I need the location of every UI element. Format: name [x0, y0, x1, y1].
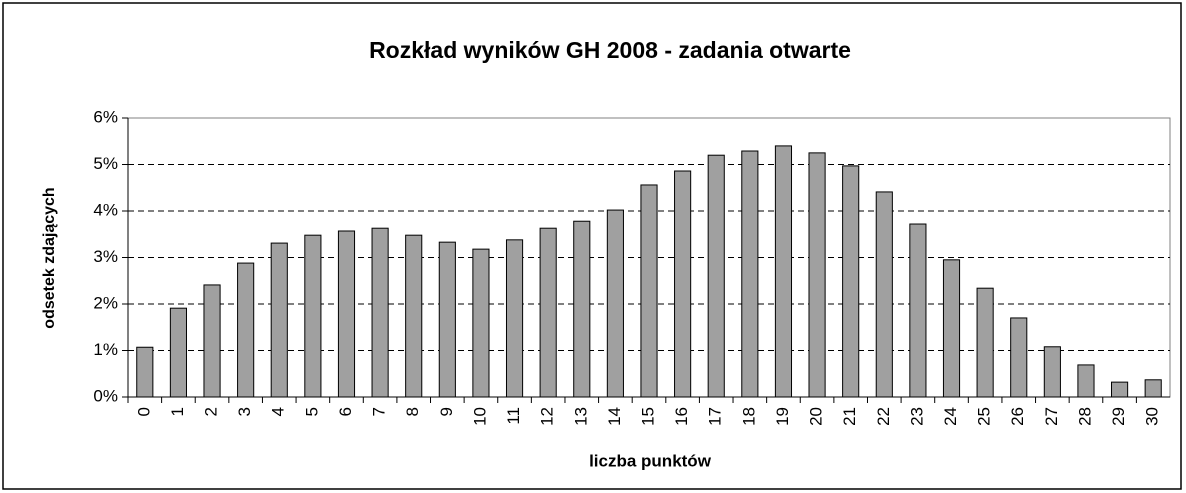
bar — [842, 165, 860, 398]
y-tick-label: 0% — [93, 386, 118, 405]
bar — [976, 287, 994, 398]
y-tick-label: 3% — [93, 247, 118, 266]
x-tick-label: 29 — [1109, 407, 1128, 426]
bar — [169, 307, 187, 398]
y-tick-label: 4% — [93, 200, 118, 219]
bar — [136, 346, 154, 398]
x-tick-label: 17 — [706, 407, 725, 426]
bar — [1010, 317, 1028, 398]
bar — [405, 234, 423, 398]
x-tick-label: 5 — [302, 407, 321, 416]
x-tick-label: 16 — [672, 407, 691, 426]
chart-title: Rozkład wyników GH 2008 - zadania otwart… — [369, 37, 851, 63]
bar — [1144, 379, 1162, 398]
bar — [1043, 346, 1061, 398]
x-tick-label: 23 — [907, 407, 926, 426]
x-tick-label: 4 — [269, 407, 288, 416]
x-tick-label: 22 — [874, 407, 893, 426]
y-axis-label: odsetek zdających — [41, 187, 58, 328]
bar — [472, 248, 490, 398]
bar — [808, 152, 826, 398]
x-tick-label: 30 — [1143, 407, 1162, 426]
x-tick-label: 28 — [1075, 407, 1094, 426]
bar — [203, 284, 221, 398]
x-tick-label: 19 — [773, 407, 792, 426]
y-tick-label: 6% — [93, 107, 118, 126]
bar — [337, 230, 356, 398]
bar — [371, 227, 389, 398]
y-tick-label: 2% — [93, 293, 118, 312]
x-tick-label: 27 — [1042, 407, 1061, 426]
bar — [1077, 364, 1095, 398]
x-tick-label: 6 — [336, 407, 355, 416]
x-tick-label: 7 — [370, 407, 389, 416]
bar — [1111, 381, 1129, 398]
bar — [237, 262, 255, 398]
bar — [774, 145, 793, 398]
x-tick-label: 9 — [437, 407, 456, 416]
x-tick-label: 15 — [638, 407, 657, 426]
bar — [741, 150, 759, 398]
x-tick-label: 10 — [470, 407, 489, 426]
x-tick-label: 2 — [202, 407, 221, 416]
bar — [505, 239, 524, 398]
x-tick-label: 8 — [403, 407, 422, 416]
x-tick-label: 25 — [975, 407, 994, 426]
x-tick-label: 0 — [134, 407, 153, 416]
x-tick-label: 20 — [807, 407, 826, 426]
x-axis-label: liczba punktów — [589, 451, 712, 470]
x-tick-label: 24 — [941, 407, 960, 426]
bar — [875, 191, 893, 398]
x-tick-label: 13 — [571, 407, 590, 426]
y-tick-label: 5% — [93, 154, 118, 173]
bar — [270, 242, 288, 398]
x-tick-label: 12 — [538, 407, 557, 426]
x-tick-label: 3 — [235, 407, 254, 416]
bar — [304, 234, 322, 398]
x-tick-label: 1 — [168, 407, 187, 416]
bar — [674, 170, 692, 398]
bar — [942, 259, 961, 398]
x-tick-label: 14 — [605, 407, 624, 426]
y-tick-label: 1% — [93, 340, 118, 359]
bar — [606, 209, 624, 398]
bar — [640, 184, 658, 398]
x-tick-label: 21 — [840, 407, 859, 426]
x-tick-label: 18 — [739, 407, 758, 426]
x-tick-label: 26 — [1008, 407, 1027, 426]
bar — [573, 220, 591, 398]
bar — [539, 227, 557, 398]
bar — [438, 241, 456, 398]
bar — [707, 154, 725, 398]
bar — [909, 223, 927, 398]
x-tick-label: 11 — [504, 407, 523, 425]
